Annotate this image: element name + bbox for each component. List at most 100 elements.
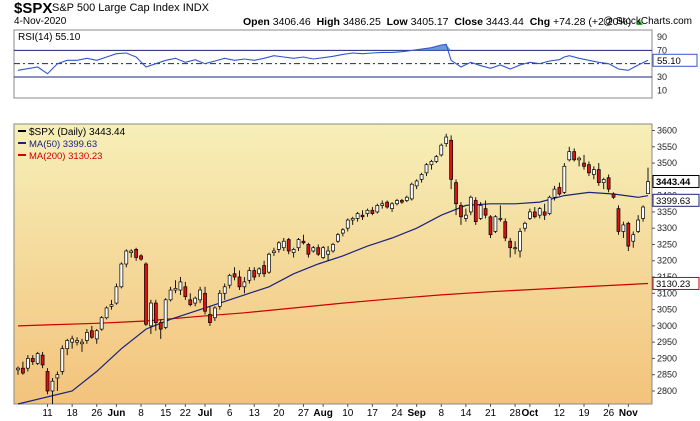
candle-body — [306, 244, 311, 255]
candle — [188, 293, 193, 307]
candle — [55, 371, 60, 391]
candle-body — [498, 218, 503, 220]
rsi-value-tag-box — [652, 53, 698, 67]
x-tick-label: 24 — [391, 408, 403, 419]
candle — [291, 247, 296, 258]
candle — [557, 182, 562, 196]
close-value: 3443.44 — [485, 16, 524, 28]
candle — [65, 338, 70, 356]
y-tick-label: 2850 — [657, 370, 677, 380]
candle — [134, 247, 138, 261]
candle — [414, 179, 419, 190]
candle-body — [473, 200, 478, 223]
candle-body — [587, 164, 591, 174]
y-tick-label: 3300 — [657, 223, 677, 233]
x-tick-label: 6 — [227, 408, 233, 419]
x-tick-label: Nov — [619, 408, 638, 419]
candle — [247, 267, 252, 284]
candle-body — [247, 270, 252, 281]
y-tick-label: 2950 — [657, 337, 677, 347]
candle-body — [227, 275, 232, 286]
candle — [45, 368, 50, 395]
candle — [222, 283, 227, 300]
candle — [409, 182, 414, 201]
candle — [227, 273, 232, 289]
candle — [252, 267, 257, 281]
candle — [262, 260, 266, 278]
candle-body — [144, 263, 148, 325]
candle — [429, 159, 434, 170]
x-tick-label: Jul — [198, 408, 213, 419]
candle-body — [301, 240, 306, 244]
candle-body — [134, 248, 138, 258]
candle — [606, 174, 611, 193]
candle-body — [493, 216, 498, 232]
candle-body — [621, 224, 626, 232]
candle — [395, 198, 399, 206]
candle — [572, 148, 577, 162]
candle-body — [552, 188, 557, 198]
y-tick-label: 2900 — [657, 353, 677, 363]
candle — [626, 221, 631, 251]
candle — [301, 234, 306, 245]
candle-body — [557, 187, 562, 195]
symbol[interactable]: $SPX — [14, 0, 53, 17]
candle-body — [217, 292, 222, 307]
ma50-tag: 3399.63 — [656, 196, 690, 207]
candle — [40, 351, 45, 369]
candle-body — [85, 332, 89, 341]
candle — [454, 179, 458, 216]
candle-body — [99, 317, 104, 330]
candle — [370, 207, 375, 216]
candle-body — [454, 182, 458, 205]
candle-body — [592, 169, 596, 175]
candle-body — [424, 164, 429, 174]
candle — [119, 262, 124, 289]
candle-body — [114, 286, 119, 304]
x-tick-label: Oct — [522, 408, 539, 419]
candle — [89, 325, 94, 339]
x-tick-label: 13 — [249, 408, 261, 419]
candle-body — [365, 209, 370, 214]
y-tick-label: 3250 — [657, 239, 677, 249]
candle-body — [163, 299, 168, 328]
candle-body — [237, 276, 242, 288]
candle — [80, 338, 84, 352]
candle-body — [468, 196, 473, 213]
candle — [306, 242, 311, 258]
x-axis: 11 18 26 Jun 8 15 22 Jul 6 13 20 27 Aug 10 17 24 Sep 8 14 2… — [42, 404, 638, 419]
candle — [340, 228, 345, 237]
candle — [355, 211, 360, 222]
y-tick-label: 3100 — [657, 288, 677, 298]
candle — [158, 319, 163, 339]
candle — [104, 306, 109, 320]
candle — [173, 280, 178, 294]
x-tick-label: 8 — [138, 408, 144, 419]
candle — [85, 329, 89, 344]
candle-body — [25, 358, 30, 369]
candle-body — [21, 367, 25, 374]
candle-body — [222, 286, 227, 294]
candle-body — [55, 374, 60, 379]
candle — [242, 277, 247, 294]
ohlc-readout: Open 3406.46 High 3486.25 Low 3405.17 Cl… — [243, 16, 645, 28]
candle — [153, 299, 158, 331]
index-name: S&P 500 Large Cap Index INDX — [52, 2, 209, 14]
candle-body — [562, 165, 567, 193]
rsi-tick-label: 30 — [657, 72, 667, 82]
candle-body — [350, 218, 355, 221]
candle-body — [153, 302, 158, 323]
candle — [375, 203, 380, 214]
candle — [183, 281, 188, 300]
candle-body — [577, 157, 581, 161]
close-tag: 3443.44 — [656, 177, 691, 188]
candle — [21, 361, 25, 375]
candle-body — [94, 330, 99, 340]
y-tick-label: 3600 — [657, 126, 677, 136]
y-tick-label: 2800 — [657, 386, 677, 396]
x-tick-label: 19 — [578, 408, 590, 419]
candle — [404, 195, 409, 203]
candle-body — [419, 174, 424, 180]
candle — [272, 247, 276, 256]
